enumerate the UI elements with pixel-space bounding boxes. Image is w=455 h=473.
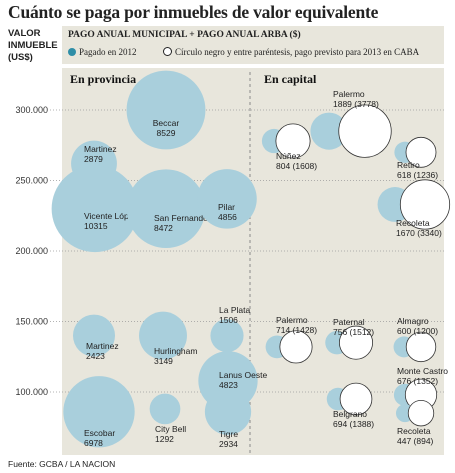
data-label-value: 4823	[219, 380, 238, 390]
data-label-value: 714 (1428)	[276, 325, 317, 335]
bubble-planned-2013	[275, 123, 311, 159]
bubble-paid-2012	[310, 112, 348, 150]
data-label-name: Recoleta	[396, 218, 430, 228]
legend-item-paid-2012: Pagado en 2012	[68, 47, 137, 57]
data-label-name: Retiro	[397, 160, 420, 170]
data-label-name: Beccar	[153, 118, 180, 128]
data-label-name: Belgrano	[333, 409, 367, 419]
panel-title-provincia: En provincia	[70, 72, 136, 86]
data-label-value: 1506	[219, 315, 238, 325]
bubble-paid-2012	[139, 311, 187, 360]
data-label-name: Recoleta	[397, 426, 431, 436]
data-label-name: Palermo	[276, 315, 308, 325]
y-tick-label: 250.000	[15, 176, 48, 186]
bubble-planned-2013	[407, 399, 435, 427]
data-label-value: 1889 (3778)	[333, 99, 379, 109]
chart-title: Cuánto se paga por inmuebles de valor eq…	[8, 2, 379, 22]
data-label-name: La Plata	[219, 305, 250, 315]
filled-dot-icon	[68, 48, 76, 56]
data-label-name: Palermo	[333, 89, 365, 99]
y-axis-label-line: VALOR	[8, 28, 41, 39]
legend-label: Pagado en 2012	[79, 47, 137, 57]
data-label-value: 2423	[86, 351, 105, 361]
bubble-paid-2012	[204, 388, 252, 435]
bubble-paid-2012	[72, 314, 116, 357]
data-label-name: Almagro	[397, 316, 429, 326]
data-label-name: Martinez	[84, 144, 117, 154]
bubble-paid-2012	[126, 169, 206, 249]
data-label-value: 694 (1388)	[333, 419, 374, 429]
panel-title-capital: En capital	[264, 72, 317, 86]
data-label-value: 1292	[155, 434, 174, 444]
data-label-value: 6978	[84, 438, 103, 448]
bubble-planned-2013	[338, 104, 392, 158]
bubble-paid-2012	[51, 165, 139, 253]
bubble-paid-2012	[210, 319, 244, 353]
data-label-value: 756 (1512)	[333, 327, 374, 337]
data-label-value: 4856	[218, 212, 237, 222]
data-label-value: 2879	[84, 154, 103, 164]
data-label-name: Lanus Oeste	[219, 370, 267, 380]
bubble-planned-2013	[405, 331, 437, 363]
data-label-value: 804 (1608)	[276, 161, 317, 171]
data-label-value: 8529	[157, 128, 176, 138]
data-label-value: 3149	[154, 356, 173, 366]
chart-subtitle: PAGO ANUAL MUNICIPAL + PAGO ANUAL ARBA (…	[68, 30, 301, 40]
data-label-name: Escobar	[84, 428, 115, 438]
data-label-value: 447 (894)	[397, 436, 434, 446]
data-label-value: 618 (1236)	[397, 170, 438, 180]
y-axis-label-line: INMUEBLE	[8, 40, 58, 51]
y-tick-label: 200.000	[15, 246, 48, 256]
y-axis-label-line: (US$)	[8, 52, 33, 63]
outline-circle-icon	[163, 47, 172, 56]
legend-item-planned-2013: Círculo negro y entre paréntesis, pago p…	[163, 47, 419, 57]
data-label-name: Monte Castro	[397, 366, 448, 376]
source-note: Fuente: GCBA / LA NACION	[8, 459, 116, 469]
data-label-name: Pilar	[218, 202, 235, 212]
y-tick-label: 300.000	[15, 105, 48, 115]
bubble-paid-2012	[149, 393, 181, 425]
data-label-value: 2934	[219, 439, 238, 449]
data-label-name: Vicente López	[84, 211, 138, 221]
y-tick-label: 100.000	[15, 387, 48, 397]
data-label-value: 676 (1352)	[397, 376, 438, 386]
data-label-value: 1670 (3340)	[396, 228, 442, 238]
data-label-name: Núñez	[276, 151, 301, 161]
data-label-name: San Fernando	[154, 213, 208, 223]
data-label-name: Paternal	[333, 317, 365, 327]
bubble-paid-2012	[63, 376, 135, 448]
bubble-paid-2012	[197, 169, 257, 229]
data-label-name: Hurlingham	[154, 346, 197, 356]
bubble-planned-2013	[338, 325, 374, 360]
data-label-value: 8472	[154, 223, 173, 233]
legend-panel: PAGO ANUAL MUNICIPAL + PAGO ANUAL ARBA (…	[62, 26, 444, 64]
bubble-planned-2013	[279, 330, 313, 364]
bubble-planned-2013	[405, 136, 437, 168]
data-label-name: City Bell	[155, 424, 186, 434]
bubble-planned-2013	[399, 179, 451, 230]
data-label-value: 10315	[84, 221, 108, 231]
data-label-name: Tigre	[219, 429, 238, 439]
bubble-paid-2012	[126, 70, 206, 150]
y-tick-label: 150.000	[15, 317, 48, 327]
legend-label: Círculo negro y entre paréntesis, pago p…	[175, 47, 420, 57]
y-axis-label: VALOR INMUEBLE (US$)	[8, 28, 58, 64]
bubble-planned-2013	[339, 382, 373, 416]
data-label-value: 600 (1200)	[397, 326, 438, 336]
data-label-name: Martinez	[86, 341, 119, 351]
